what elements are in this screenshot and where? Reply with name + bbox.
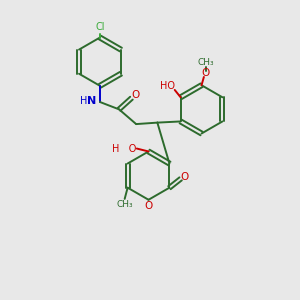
Text: CH₃: CH₃ — [116, 200, 133, 209]
Text: CH₃: CH₃ — [198, 58, 214, 67]
Text: HO: HO — [160, 81, 175, 91]
Text: N: N — [87, 96, 96, 106]
Text: O: O — [202, 68, 210, 78]
Text: Cl: Cl — [95, 22, 105, 32]
Text: H: H — [80, 96, 87, 106]
Text: O: O — [181, 172, 189, 182]
Text: H   O: H O — [112, 143, 136, 154]
Text: O: O — [144, 201, 153, 211]
Text: O: O — [132, 90, 140, 100]
